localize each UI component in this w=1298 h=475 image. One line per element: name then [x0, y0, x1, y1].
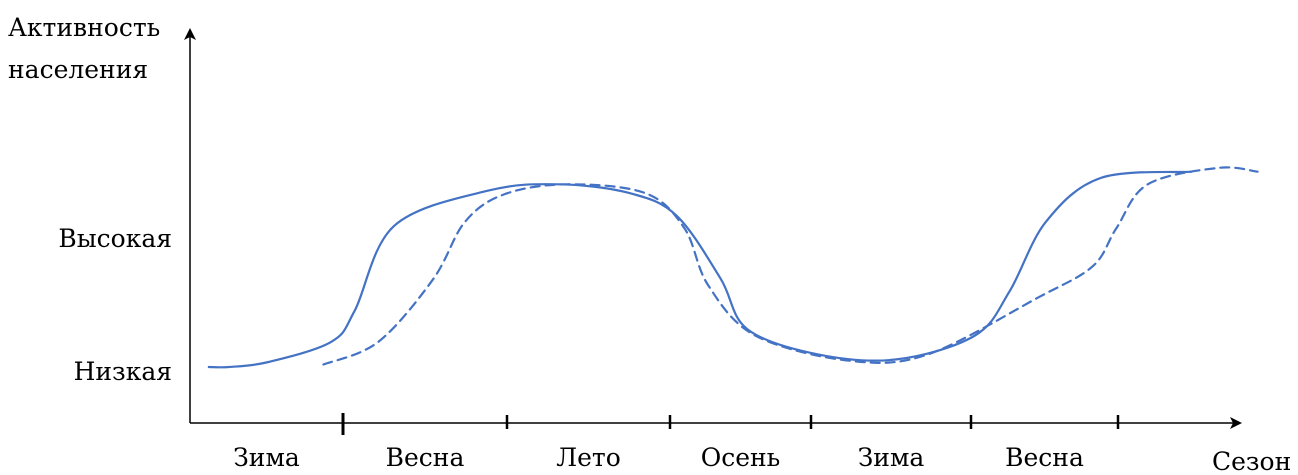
season-label: Зима	[858, 443, 925, 472]
x-axis-label: Сезон	[1212, 447, 1291, 475]
season-label: Осень	[701, 443, 781, 472]
season-labels: Зима Весна Лето Осень Зима Весна	[233, 443, 1084, 472]
series-layer	[207, 166, 1259, 369]
season-label: Весна	[1005, 443, 1084, 472]
season-label: Лето	[556, 443, 621, 472]
y-axis-label-line2: населения	[8, 55, 148, 84]
season-label: Весна	[386, 443, 465, 472]
dashed-activity-curve	[322, 166, 1259, 366]
x-ticks	[341, 413, 1120, 435]
y-level-high-label: Высокая	[58, 224, 172, 253]
season-label: Зима	[233, 443, 300, 472]
y-axis-label-line1: Активность	[8, 13, 160, 42]
y-level-low-label: Низкая	[74, 357, 172, 386]
